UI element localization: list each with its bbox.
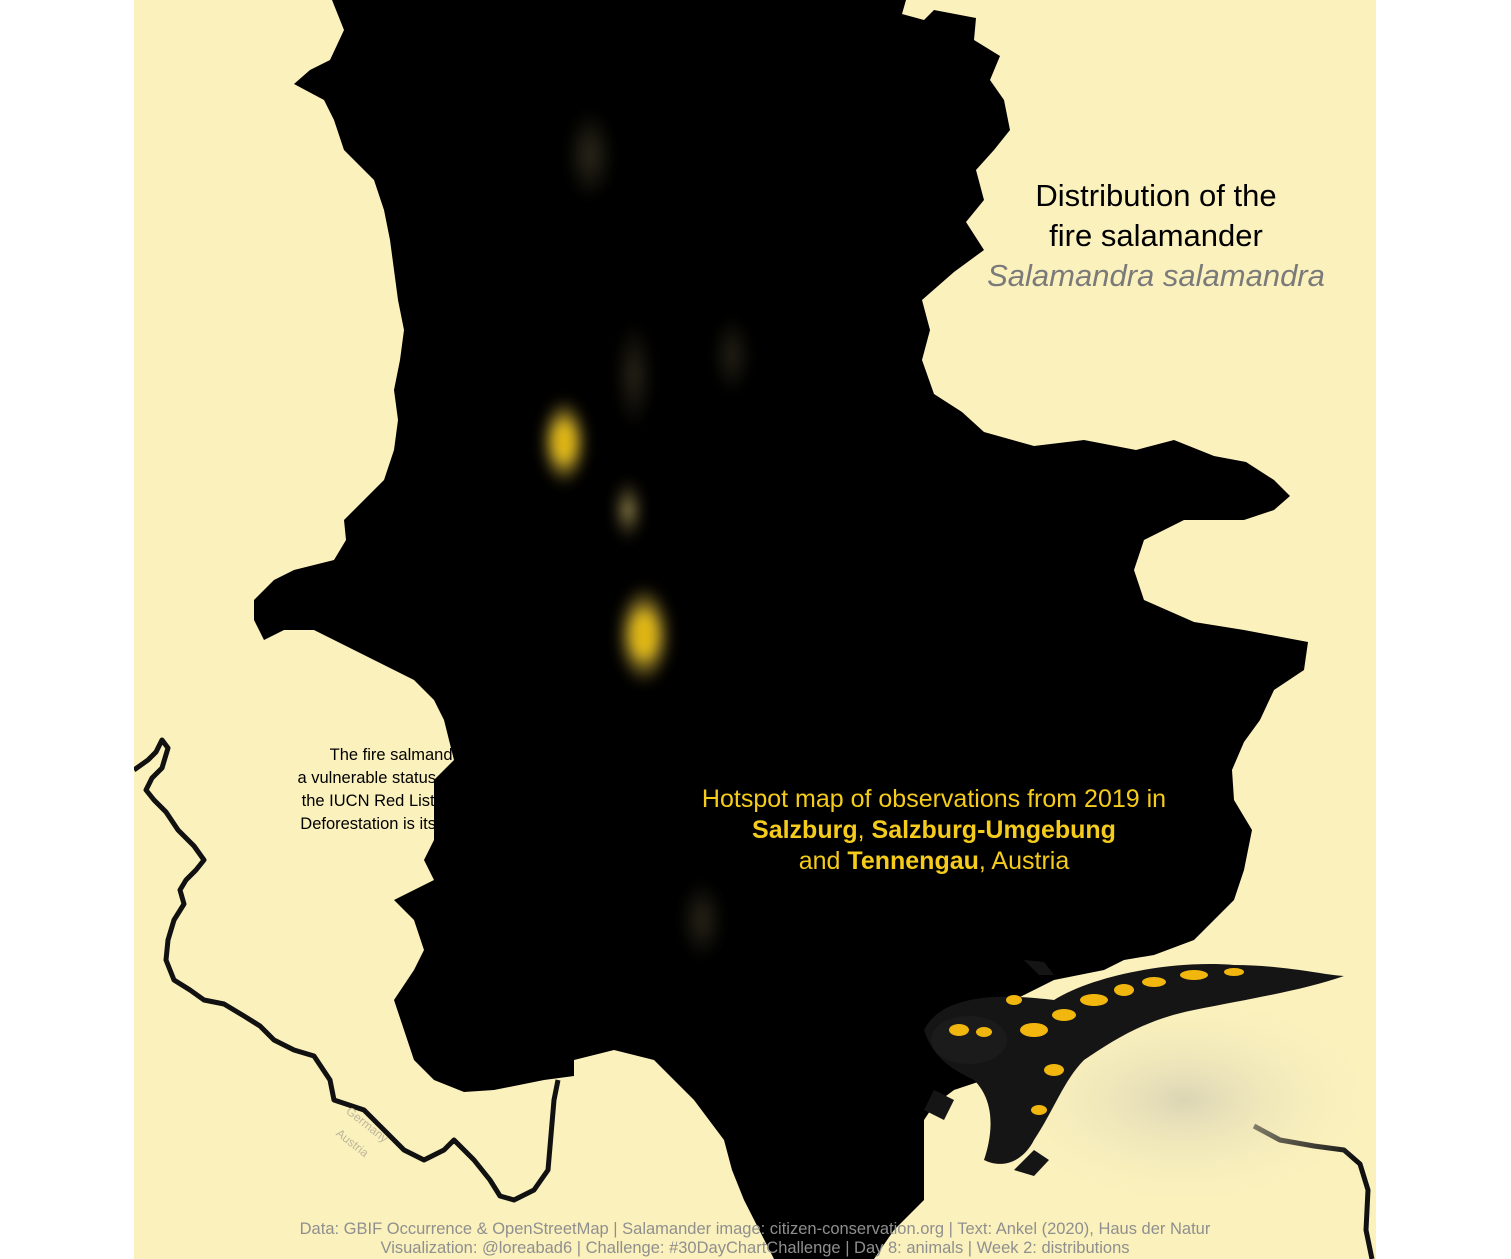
subtitle-and: and (798, 847, 848, 875)
map-panel: Distribution of the fire salamander Sala… (134, 0, 1376, 1259)
annotation-line-4: Deforestation is its main threat. (300, 815, 528, 833)
hotspot-3 (612, 478, 644, 542)
hotspot-1 (540, 398, 588, 486)
map-canvas (134, 0, 1376, 1259)
subtitle-line-2: Salzburg, Salzburg-Umgebung (654, 815, 1214, 846)
caption-line-2: Visualization: @loreabad6 | Challenge: #… (380, 1239, 1130, 1257)
country-border-line (134, 737, 561, 1203)
region-separator: , (857, 816, 872, 844)
iucn-annotation: The fire salmander has a vulnerable stat… (264, 744, 564, 836)
subtitle-country: , Austria (978, 847, 1070, 875)
hotspot-7 (712, 315, 752, 395)
hotspot-5 (680, 880, 724, 960)
map-subtitle: Hotspot map of observations from 2019 in… (654, 784, 1214, 877)
annotation-line-2: a vulnerable status according to (297, 769, 531, 787)
hotspot-2 (616, 585, 672, 685)
subtitle-line-3: and Tennengau, Austria (654, 846, 1214, 877)
region-tennengau: Tennengau (847, 847, 979, 875)
title-line-2: fire salamander (1049, 218, 1263, 253)
subtitle-line-1: Hotspot map of observations from 2019 in (701, 785, 1167, 813)
hotspot-4 (566, 109, 614, 201)
region-salzburg-umgebung: Salzburg-Umgebung (871, 816, 1116, 844)
title-line-1: Distribution of the (1035, 178, 1277, 213)
hotspot-layer (540, 109, 752, 960)
map-title: Distribution of the fire salamander Sala… (954, 176, 1358, 296)
scientific-name: Salamandra salamandra (987, 258, 1325, 293)
caption-line-1: Data: GBIF Occurrence & OpenStreetMap | … (299, 1220, 1211, 1238)
annotation-line-3: the IUCN Red List in Salzburg. (301, 792, 527, 810)
hotspot-6 (614, 320, 654, 430)
fire-salamander-illustration (924, 960, 1376, 1210)
region-salzburg: Salzburg (752, 816, 858, 844)
annotation-line-1: The fire salmander has (329, 746, 499, 764)
salzburg-region-shape (254, 0, 1308, 1259)
